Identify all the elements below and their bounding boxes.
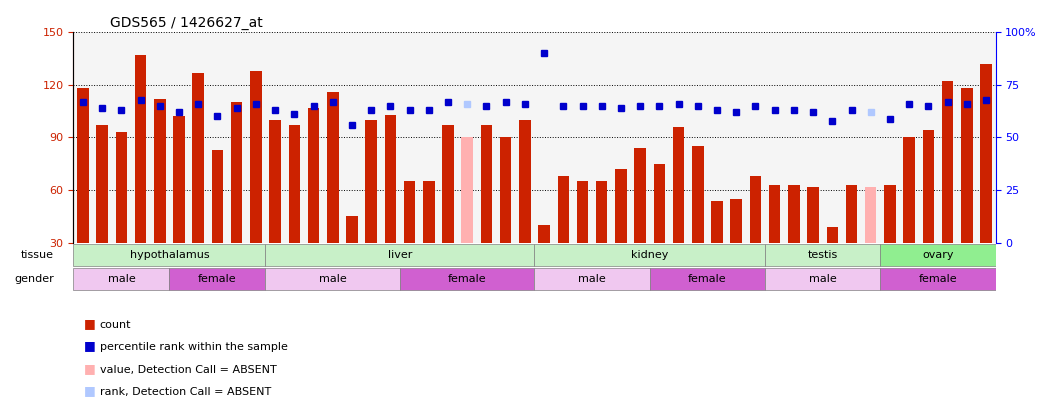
Bar bbox=[403, 181, 415, 243]
Bar bbox=[115, 132, 127, 243]
Bar bbox=[942, 81, 954, 243]
Bar bbox=[903, 137, 915, 243]
Text: ovary: ovary bbox=[922, 250, 954, 260]
FancyBboxPatch shape bbox=[534, 244, 765, 266]
FancyBboxPatch shape bbox=[170, 268, 265, 290]
FancyBboxPatch shape bbox=[265, 268, 400, 290]
Text: kidney: kidney bbox=[631, 250, 669, 260]
Text: male: male bbox=[809, 274, 836, 284]
FancyBboxPatch shape bbox=[650, 268, 765, 290]
Bar bbox=[769, 185, 781, 243]
Bar bbox=[692, 146, 703, 243]
Bar bbox=[308, 108, 320, 243]
Bar bbox=[788, 185, 800, 243]
Text: male: male bbox=[108, 274, 135, 284]
FancyBboxPatch shape bbox=[73, 268, 170, 290]
Bar bbox=[288, 125, 300, 243]
Text: gender: gender bbox=[15, 274, 54, 284]
Bar bbox=[212, 150, 223, 243]
Bar bbox=[865, 187, 876, 243]
FancyBboxPatch shape bbox=[880, 268, 996, 290]
Bar bbox=[827, 227, 838, 243]
Bar bbox=[135, 55, 147, 243]
Text: male: male bbox=[319, 274, 347, 284]
Bar bbox=[481, 125, 493, 243]
Bar bbox=[846, 185, 857, 243]
Bar bbox=[885, 185, 896, 243]
Bar bbox=[327, 92, 339, 243]
Bar bbox=[807, 187, 818, 243]
Text: male: male bbox=[578, 274, 606, 284]
Bar bbox=[173, 117, 184, 243]
Text: percentile rank within the sample: percentile rank within the sample bbox=[100, 342, 287, 352]
Text: ■: ■ bbox=[84, 362, 95, 375]
Bar bbox=[634, 148, 646, 243]
Bar bbox=[654, 164, 665, 243]
Bar bbox=[596, 181, 608, 243]
Bar bbox=[576, 181, 588, 243]
Text: hypothalamus: hypothalamus bbox=[130, 250, 210, 260]
Bar bbox=[615, 169, 627, 243]
Bar bbox=[385, 115, 396, 243]
Bar bbox=[673, 127, 684, 243]
Bar bbox=[922, 130, 934, 243]
Text: ■: ■ bbox=[84, 339, 95, 352]
Text: ■: ■ bbox=[84, 317, 95, 330]
Bar bbox=[712, 200, 723, 243]
Bar bbox=[231, 102, 242, 243]
FancyBboxPatch shape bbox=[534, 268, 650, 290]
Bar bbox=[730, 199, 742, 243]
Text: female: female bbox=[689, 274, 726, 284]
Text: female: female bbox=[447, 274, 486, 284]
Bar bbox=[346, 216, 357, 243]
FancyBboxPatch shape bbox=[765, 244, 880, 266]
Bar bbox=[461, 137, 473, 243]
Bar bbox=[539, 225, 550, 243]
Text: liver: liver bbox=[388, 250, 412, 260]
Text: female: female bbox=[919, 274, 957, 284]
Bar bbox=[558, 176, 569, 243]
FancyBboxPatch shape bbox=[73, 244, 265, 266]
Bar bbox=[366, 120, 377, 243]
Bar bbox=[442, 125, 454, 243]
Text: GDS565 / 1426627_at: GDS565 / 1426627_at bbox=[110, 16, 263, 30]
Bar bbox=[980, 64, 991, 243]
Text: rank, Detection Call = ABSENT: rank, Detection Call = ABSENT bbox=[100, 387, 270, 397]
FancyBboxPatch shape bbox=[265, 244, 534, 266]
Text: value, Detection Call = ABSENT: value, Detection Call = ABSENT bbox=[100, 364, 277, 375]
Bar bbox=[193, 72, 204, 243]
FancyBboxPatch shape bbox=[765, 268, 880, 290]
Bar bbox=[269, 120, 281, 243]
Text: testis: testis bbox=[808, 250, 837, 260]
FancyBboxPatch shape bbox=[880, 244, 996, 266]
Text: female: female bbox=[198, 274, 237, 284]
Bar bbox=[154, 99, 166, 243]
Bar bbox=[749, 176, 761, 243]
Bar bbox=[519, 120, 530, 243]
Text: ■: ■ bbox=[84, 384, 95, 397]
Bar bbox=[96, 125, 108, 243]
Bar bbox=[250, 71, 262, 243]
Bar bbox=[78, 88, 89, 243]
Text: tissue: tissue bbox=[21, 250, 54, 260]
Bar bbox=[500, 137, 511, 243]
Bar bbox=[961, 88, 973, 243]
FancyBboxPatch shape bbox=[400, 268, 534, 290]
Bar bbox=[423, 181, 435, 243]
Text: count: count bbox=[100, 320, 131, 330]
